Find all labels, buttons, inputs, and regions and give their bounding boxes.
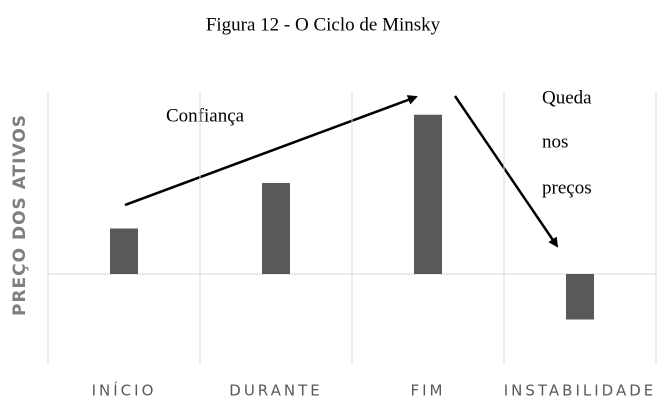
annotation: preços bbox=[542, 177, 592, 198]
annotation: nos bbox=[542, 131, 568, 152]
x-tick-label: DURANTE bbox=[229, 382, 322, 400]
bar bbox=[110, 228, 138, 274]
arrow bbox=[124, 95, 418, 207]
annotation: Confiança bbox=[166, 105, 245, 126]
bar bbox=[262, 183, 290, 274]
chart-title: Figura 12 - O Ciclo de Minsky bbox=[206, 14, 441, 35]
x-tick-label: INÍCIO bbox=[92, 381, 157, 400]
arrow bbox=[453, 95, 559, 248]
annotation: Queda bbox=[542, 87, 592, 108]
bar bbox=[566, 274, 594, 320]
x-tick-label: FIM bbox=[411, 382, 446, 400]
bar bbox=[414, 114, 442, 274]
x-tick-label: INSTABILIDADE bbox=[504, 382, 657, 400]
y-axis-label: PREÇO DOS ATIVOS bbox=[10, 114, 30, 316]
